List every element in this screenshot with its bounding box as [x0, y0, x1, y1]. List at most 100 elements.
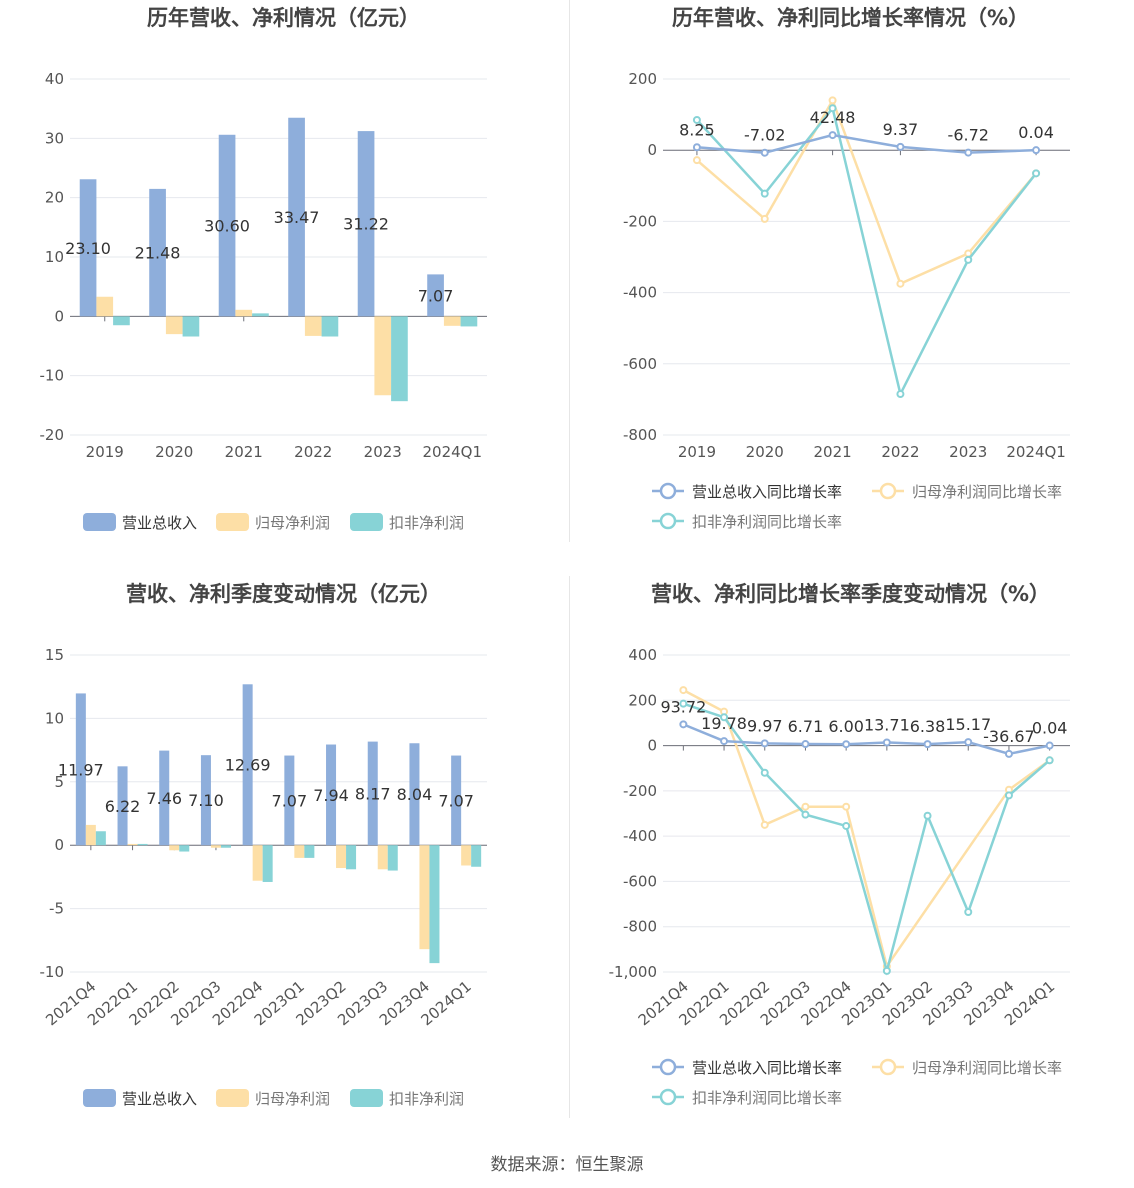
bar-net-profit — [127, 843, 138, 846]
line-point — [760, 739, 769, 748]
x-tick-label: 2023 — [949, 443, 987, 461]
line-data-label: -36.67 — [983, 727, 1035, 746]
line-point — [801, 810, 810, 819]
x-tick-label: 2019 — [678, 443, 716, 461]
line-deducted-profit-growth — [682, 702, 1051, 976]
bar-revenue — [75, 693, 86, 846]
bar-net-profit — [165, 316, 183, 335]
line-data-label: 8.25 — [679, 120, 715, 139]
bar-net-profit — [461, 845, 472, 866]
legend-label: 扣非净利润同比增长率 — [692, 1089, 842, 1107]
annual-line-chart-svg: -800 -600 -400 -200 0 200 2019 2020 2021 2022 2023… — [623, 70, 1070, 531]
bar-data-label: 30.60 — [204, 217, 250, 236]
line-point — [801, 802, 810, 811]
line-net-profit-growth — [696, 97, 1038, 286]
x-tick-label: 2023 — [364, 443, 402, 461]
bar-revenue — [451, 755, 462, 846]
bar-data-label: 11.97 — [58, 760, 104, 779]
bar-deducted-profit — [182, 316, 200, 337]
line-data-label: 13.71 — [864, 715, 910, 734]
y-tick-label: 0 — [647, 141, 657, 159]
x-tick-label: 2024Q1 — [422, 443, 482, 461]
bar-revenue — [117, 766, 128, 846]
legend-label: 归母净利润同比增长率 — [912, 1059, 1062, 1077]
bar-net-profit — [336, 845, 347, 869]
bar-revenue — [427, 274, 444, 317]
bar-deducted-profit — [429, 845, 440, 964]
line-point — [1004, 791, 1013, 800]
annual-bar-chart-svg: -20 -10 0 10 20 30 40 2019 2020 2021 2022 2023 2024Q… — [40, 70, 487, 532]
line-point — [679, 699, 688, 708]
line-data-label: 15.17 — [945, 715, 991, 734]
y-tick-label: -200 — [623, 782, 657, 800]
line-point — [923, 811, 932, 820]
bar-net-profit — [96, 296, 114, 317]
line-point — [679, 720, 688, 729]
bar-data-label: 12.69 — [225, 756, 271, 775]
bar-revenue — [357, 131, 375, 317]
legend-marker — [659, 1058, 677, 1076]
bar-deducted-profit — [262, 845, 273, 882]
line-data-label: 93.72 — [660, 697, 706, 716]
line-point — [1045, 756, 1054, 765]
chart-title: 营收、净利同比增长率季度变动情况（%） — [650, 582, 1051, 606]
bar-revenue — [288, 117, 305, 317]
line-point — [720, 713, 729, 722]
legend-marker — [659, 512, 677, 530]
bar-deducted-profit — [179, 845, 190, 852]
line-data-label: 9.37 — [883, 120, 919, 139]
bar-data-label: 23.10 — [65, 239, 111, 258]
bar-revenue — [242, 684, 253, 846]
line-data-label: 6.71 — [788, 717, 824, 736]
bar-data-label: 7.07 — [418, 286, 454, 305]
line-point — [760, 820, 769, 829]
panel-divider-bottom — [569, 576, 570, 1118]
legend-swatch — [216, 513, 249, 531]
y-tick-label: -800 — [623, 918, 657, 936]
bar-data-label: 8.17 — [355, 784, 391, 803]
line-point — [882, 966, 891, 975]
y-tick-label: 5 — [54, 773, 64, 791]
bar-deducted-profit — [387, 845, 398, 871]
line-data-label: 0.04 — [1032, 719, 1068, 738]
y-tick-label: -600 — [623, 355, 657, 373]
line-point — [842, 802, 851, 811]
y-tick-label: 40 — [45, 70, 64, 88]
chart-title: 历年营收、净利情况（亿元） — [147, 6, 420, 30]
chart-title: 营收、净利季度变动情况（亿元） — [126, 582, 441, 606]
y-tick-label: -5 — [49, 900, 64, 918]
bar-deducted-profit — [137, 843, 148, 846]
legend-marker — [659, 482, 677, 500]
bar-deducted-profit — [220, 845, 231, 848]
bar-deducted-profit — [113, 316, 130, 326]
line-point — [828, 131, 837, 140]
line-net-profit-growth — [682, 688, 1051, 970]
legend-swatch — [350, 513, 383, 531]
y-tick-label: -10 — [40, 963, 65, 981]
x-tick-label: 2020 — [746, 443, 784, 461]
y-tick-label: 15 — [45, 646, 64, 664]
bar-net-profit — [377, 845, 388, 870]
legend-swatch — [216, 1089, 249, 1107]
legend-swatch — [83, 1089, 116, 1107]
y-tick-label: -20 — [40, 426, 65, 444]
line-point — [801, 740, 810, 749]
bar-net-profit — [304, 316, 322, 336]
line-point — [692, 156, 701, 165]
bar-net-profit — [85, 824, 96, 846]
line-point — [679, 686, 688, 695]
y-tick-label: 10 — [45, 709, 64, 727]
x-tick-label: 2020 — [155, 443, 193, 461]
y-tick-label: -400 — [623, 827, 657, 845]
y-tick-label: 0 — [647, 737, 657, 755]
legend-label: 扣非净利润同比增长率 — [692, 513, 842, 531]
bar-deducted-profit — [252, 313, 269, 317]
panel-divider-top — [569, 0, 570, 542]
line-data-label: 19.78 — [701, 714, 747, 733]
line-point — [882, 738, 891, 747]
line-point — [720, 737, 729, 746]
y-tick-label: 200 — [628, 70, 657, 88]
line-point — [1032, 146, 1041, 155]
y-tick-label: -10 — [40, 367, 65, 385]
bar-data-label: 7.10 — [188, 791, 224, 810]
